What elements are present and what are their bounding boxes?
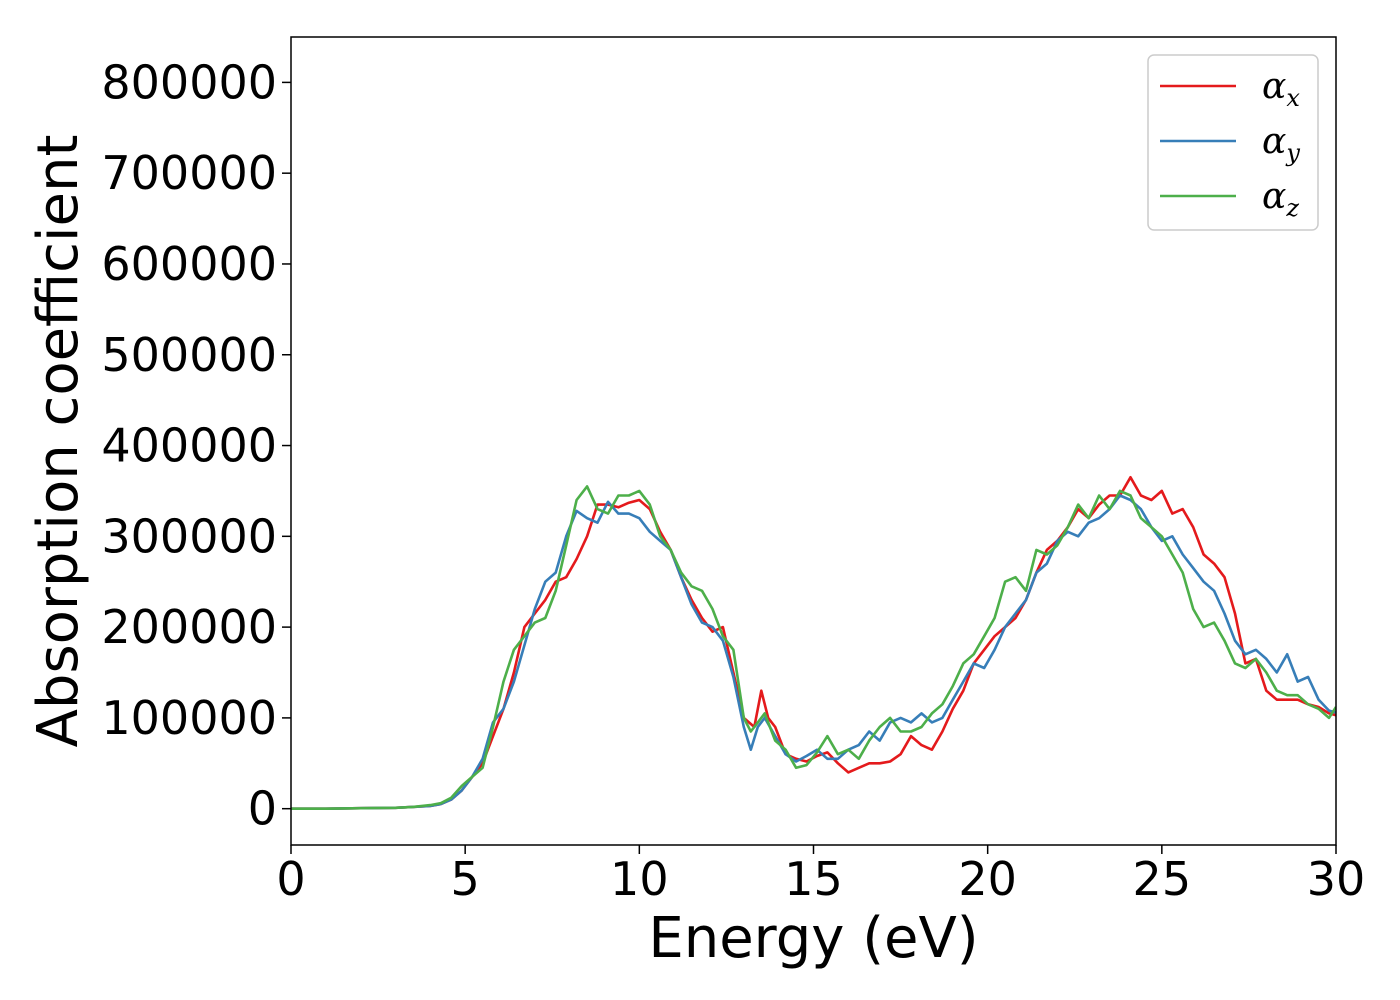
legend-box — [1147, 54, 1319, 231]
legend-label-subscript: z — [1285, 194, 1299, 222]
series-line-y — [291, 494, 1336, 811]
y-tick-label: 700000 — [101, 146, 277, 200]
series-line-z — [291, 485, 1336, 811]
x-axis-title: Energy (eV) — [648, 906, 978, 971]
y-axis-ticks: 0 100000 200000 300000 400000 500000 600000 700… — [101, 55, 291, 836]
series-layer — [291, 475, 1336, 811]
y-tick-label: 800000 — [101, 55, 277, 109]
x-tick-label: 10 — [610, 852, 669, 906]
x-tick-label: 5 — [451, 852, 480, 906]
legend-label-subscript: x — [1286, 84, 1300, 112]
legend-label-base: α — [1262, 176, 1286, 217]
y-tick-label: 600000 — [101, 237, 277, 291]
legend-label-base: α — [1262, 66, 1286, 107]
x-tick-label: 15 — [784, 852, 843, 906]
x-tick-label: 0 — [276, 852, 305, 906]
y-tick-label: 200000 — [101, 600, 277, 654]
y-tick-label: 300000 — [101, 509, 277, 563]
legend-label-base: α — [1262, 121, 1286, 162]
y-tick-label: 0 — [248, 782, 277, 836]
legend-label-x: αx — [1262, 66, 1300, 112]
legend-label-y: αy — [1262, 121, 1300, 167]
x-axis-ticks: 0 5 10 15 20 25 30 — [276, 845, 1365, 906]
y-tick-label: 100000 — [101, 691, 277, 745]
series-line-x — [291, 475, 1336, 811]
legend-label-z: αz — [1262, 176, 1299, 222]
x-tick-label: 30 — [1307, 852, 1366, 906]
y-tick-label: 500000 — [101, 328, 277, 382]
x-tick-label: 25 — [1133, 852, 1192, 906]
y-axis-title: Absorption coefficient — [26, 135, 91, 748]
y-tick-label: 400000 — [101, 419, 277, 473]
legend-label-subscript: y — [1285, 139, 1300, 167]
x-tick-label: 20 — [958, 852, 1017, 906]
